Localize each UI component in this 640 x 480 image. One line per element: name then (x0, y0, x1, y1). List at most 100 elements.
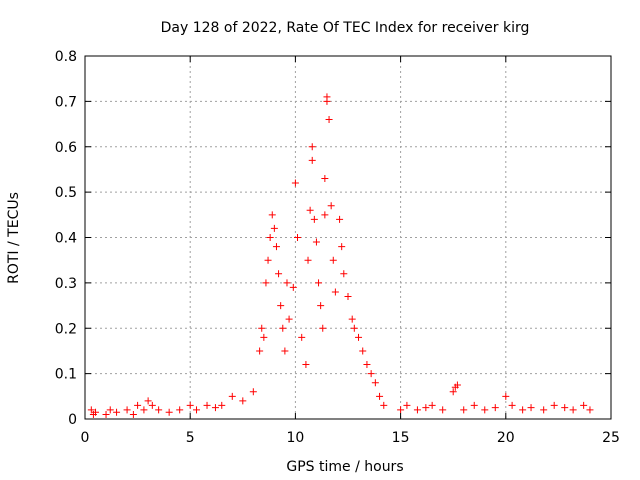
data-point (266, 234, 274, 241)
data-point (134, 401, 142, 409)
y-tick-label: 0.4 (55, 231, 77, 247)
data-point (540, 406, 548, 414)
data-point (310, 215, 318, 223)
data-point (319, 324, 327, 332)
data-point (298, 333, 306, 341)
data-point (113, 408, 121, 416)
data-point (264, 256, 272, 264)
data-point (453, 381, 461, 389)
data-point (294, 234, 302, 241)
data-point (329, 256, 337, 264)
data-point (325, 116, 333, 124)
chart-title: Day 128 of 2022, Rate Of TEC Index for r… (161, 20, 530, 36)
data-point (92, 408, 100, 416)
data-point (397, 406, 405, 414)
data-point (367, 370, 375, 378)
data-point (363, 361, 371, 369)
data-point (359, 347, 367, 355)
data-point (123, 406, 131, 414)
data-point (586, 406, 594, 414)
data-point (256, 347, 264, 355)
data-point (460, 406, 468, 414)
data-point (165, 408, 173, 416)
data-point (239, 397, 247, 405)
data-point (289, 283, 297, 291)
data-point (228, 392, 236, 400)
y-tick-label: 0.3 (55, 276, 77, 292)
x-tick-label: 15 (392, 430, 410, 446)
y-tick-label: 0.5 (55, 185, 77, 201)
data-point (321, 211, 329, 219)
data-point (186, 401, 194, 409)
data-point (304, 256, 312, 264)
data-point (338, 243, 346, 251)
data-point (508, 401, 516, 409)
x-tick-label: 10 (286, 430, 304, 446)
data-point (291, 179, 299, 187)
data-point (380, 401, 388, 409)
data-point (308, 156, 316, 164)
data-point (302, 361, 310, 369)
data-point (336, 215, 344, 223)
y-tick-label: 0 (68, 412, 77, 428)
y-tick-label: 0.1 (55, 367, 77, 383)
data-point (340, 270, 348, 278)
data-point (376, 392, 384, 400)
data-point (355, 333, 363, 341)
data-point (283, 279, 291, 287)
data-point (312, 238, 320, 246)
x-tick-label: 5 (186, 430, 195, 446)
data-point (413, 406, 421, 414)
data-point (519, 406, 527, 414)
data-point (272, 243, 280, 251)
data-point (449, 388, 457, 396)
data-point (580, 401, 588, 409)
data-point (140, 406, 148, 414)
data-point (262, 279, 270, 287)
data-point (527, 404, 535, 412)
data-point (279, 324, 287, 332)
data-point (315, 279, 323, 287)
data-point (102, 410, 110, 418)
data-point (306, 206, 314, 214)
data-point (270, 224, 278, 232)
data-point (203, 401, 211, 409)
data-point (327, 202, 335, 210)
x-axis-label: GPS time / hours (286, 459, 403, 475)
data-points (87, 93, 594, 418)
data-point (129, 410, 137, 418)
x-axis-ticks: 0 5 10 15 20 25 (81, 56, 620, 446)
data-point (502, 392, 510, 400)
y-tick-label: 0.8 (55, 49, 77, 65)
data-point (258, 324, 266, 332)
data-point (350, 324, 358, 332)
y-tick-label: 0.7 (55, 94, 77, 110)
data-point (344, 292, 352, 300)
data-point (281, 347, 289, 355)
data-point (348, 315, 356, 323)
data-point (371, 379, 379, 387)
data-point (561, 404, 569, 412)
x-tick-label: 20 (497, 430, 515, 446)
y-axis-ticks: 0 0.1 0.2 0.3 0.4 0.5 0.6 0.7 0.8 (55, 49, 611, 428)
data-point (331, 288, 339, 296)
y-axis-label: ROTI / TECUs (6, 192, 22, 284)
data-point (428, 401, 436, 409)
data-point (268, 211, 276, 219)
data-point (569, 406, 577, 414)
data-point (144, 397, 152, 405)
data-point (106, 406, 114, 414)
data-point (550, 401, 558, 409)
data-point (176, 406, 184, 414)
data-point (321, 175, 329, 183)
data-point (470, 401, 478, 409)
data-point (218, 401, 226, 409)
data-point (211, 404, 219, 412)
data-point (491, 404, 499, 412)
data-point (148, 401, 156, 409)
data-point (260, 333, 268, 341)
data-point (439, 406, 447, 414)
data-point (481, 406, 489, 414)
